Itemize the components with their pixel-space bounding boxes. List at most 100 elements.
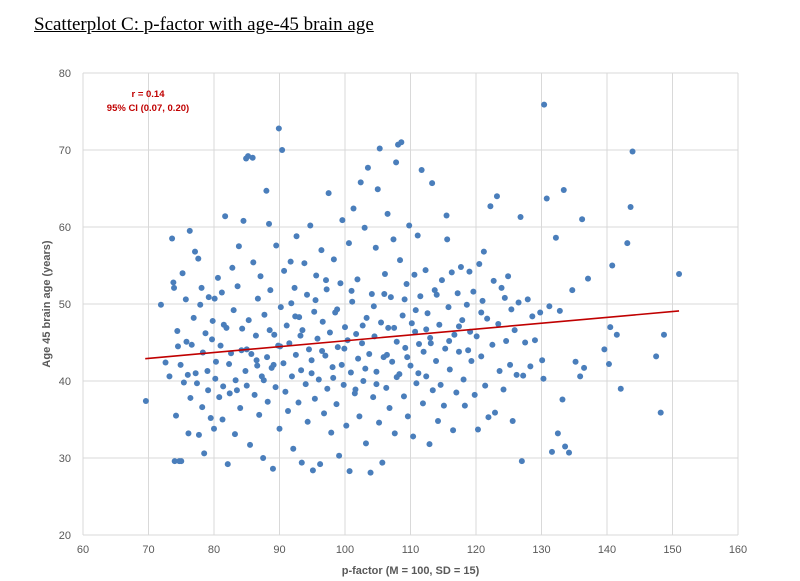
y-tick-label-6: 80 <box>59 68 71 80</box>
data-point <box>491 409 498 416</box>
data-point <box>313 272 320 279</box>
data-point <box>211 425 217 432</box>
data-point <box>256 411 263 418</box>
data-point <box>660 331 667 338</box>
data-point <box>330 374 337 381</box>
data-point <box>240 217 247 224</box>
data-point <box>177 361 184 368</box>
data-point <box>490 277 497 284</box>
x-tick-label-4: 100 <box>336 544 354 556</box>
data-point <box>231 431 238 438</box>
data-point <box>347 369 354 376</box>
data-point <box>254 362 261 369</box>
data-point <box>581 364 588 371</box>
data-point <box>417 293 424 300</box>
data-point <box>450 427 457 434</box>
data-point <box>474 426 481 433</box>
data-point <box>389 358 396 365</box>
data-point <box>427 334 434 341</box>
data-point <box>429 387 436 394</box>
data-point <box>271 331 278 338</box>
data-point <box>393 338 400 345</box>
data-point <box>170 279 177 286</box>
y-tick-label-5: 70 <box>59 145 71 157</box>
data-point <box>341 345 348 352</box>
data-point <box>485 414 492 421</box>
data-point <box>311 395 318 402</box>
data-point <box>185 430 192 437</box>
grid-lines <box>82 72 739 536</box>
data-point <box>220 383 227 390</box>
data-point <box>307 222 314 229</box>
data-point <box>465 347 472 354</box>
data-point <box>629 148 636 155</box>
data-point <box>390 236 397 243</box>
data-point <box>455 323 462 330</box>
data-point <box>376 419 383 426</box>
data-point <box>399 312 406 319</box>
data-point <box>252 332 259 339</box>
data-point <box>415 370 422 377</box>
data-point <box>312 297 319 304</box>
data-point <box>237 404 244 411</box>
data-point <box>383 384 390 391</box>
data-point <box>422 267 429 274</box>
data-point <box>253 357 260 364</box>
data-point <box>245 317 252 324</box>
data-point <box>275 125 282 132</box>
data-point <box>190 314 197 321</box>
data-point <box>393 374 400 381</box>
data-point <box>482 382 489 389</box>
data-point <box>384 210 391 217</box>
data-point <box>515 299 522 306</box>
data-point <box>495 321 502 328</box>
data-point <box>537 309 544 316</box>
data-point <box>585 275 592 282</box>
data-point <box>562 443 569 450</box>
data-point <box>302 381 309 388</box>
data-point <box>613 331 620 338</box>
data-point <box>334 306 341 313</box>
data-point <box>204 367 211 374</box>
data-point <box>179 270 186 277</box>
data-point <box>402 344 409 351</box>
data-point <box>350 205 357 212</box>
data-point <box>216 394 223 401</box>
data-point <box>323 277 330 284</box>
data-point <box>572 358 579 365</box>
data-point <box>157 301 164 308</box>
data-point <box>352 386 359 393</box>
data-point <box>321 410 328 417</box>
data-point <box>522 339 529 346</box>
data-point <box>381 270 388 277</box>
data-point <box>232 377 239 384</box>
data-point <box>305 346 312 353</box>
data-point <box>173 412 180 419</box>
data-point <box>254 295 261 302</box>
data-point <box>511 327 518 334</box>
data-point <box>676 270 683 277</box>
page-title: Scatterplot C: p-factor with age-45 brai… <box>34 14 374 35</box>
data-point <box>281 267 288 274</box>
data-point <box>304 291 311 298</box>
data-point <box>360 378 367 384</box>
data-point <box>219 416 226 423</box>
data-point <box>142 398 149 405</box>
data-point <box>479 297 486 304</box>
data-point <box>334 344 341 351</box>
data-point <box>478 309 485 316</box>
data-point <box>431 287 438 294</box>
data-point <box>424 310 431 317</box>
data-point <box>182 296 189 303</box>
data-point <box>378 319 385 326</box>
data-point <box>166 373 173 380</box>
y-axis-label: Age 45 brain age (years) <box>41 240 53 368</box>
data-point <box>247 441 254 448</box>
data-point <box>560 187 567 194</box>
data-point <box>205 294 212 301</box>
data-point <box>373 381 380 388</box>
data-point <box>374 186 381 193</box>
data-point <box>416 341 423 348</box>
data-point <box>198 284 205 291</box>
